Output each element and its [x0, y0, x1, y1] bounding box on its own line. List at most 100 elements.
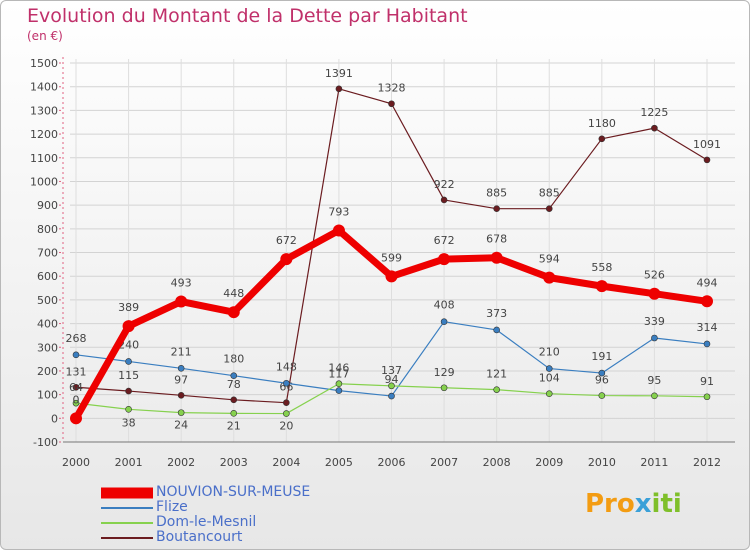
- y-tick-label: 900: [37, 199, 58, 212]
- data-point: [493, 205, 500, 212]
- data-label: 211: [171, 345, 192, 358]
- data-point: [72, 383, 80, 391]
- data-label: 594: [539, 253, 560, 266]
- data-label: 137: [381, 364, 402, 377]
- data-label: 91: [700, 375, 714, 388]
- data-label: 558: [591, 261, 612, 274]
- data-point: [598, 135, 606, 143]
- data-point: [388, 392, 395, 400]
- legend-swatch: [101, 487, 153, 498]
- data-point: [440, 384, 448, 392]
- data-point: [545, 205, 553, 212]
- data-label: 96: [595, 374, 609, 387]
- data-label: 885: [486, 187, 507, 200]
- data-point: [388, 100, 395, 108]
- data-point: [385, 270, 398, 283]
- legend-label: Boutancourt: [156, 529, 243, 545]
- data-label: 129: [434, 366, 455, 379]
- data-label: 1225: [640, 106, 668, 119]
- data-label: 180: [223, 353, 244, 366]
- data-label: 493: [171, 277, 192, 290]
- data-label: 408: [434, 299, 455, 312]
- y-tick-label: -100: [33, 436, 58, 449]
- data-point: [230, 372, 238, 379]
- data-label: 64: [69, 381, 83, 394]
- y-tick-label: 400: [37, 318, 58, 331]
- data-point: [490, 251, 503, 264]
- data-label: 38: [122, 416, 136, 429]
- y-tick-label: 600: [37, 270, 58, 283]
- data-point: [598, 392, 606, 399]
- data-point: [70, 412, 82, 425]
- data-point: [230, 396, 238, 404]
- data-point: [332, 224, 345, 237]
- data-label: 148: [276, 360, 297, 373]
- data-label: 526: [644, 269, 665, 282]
- y-tick-label: 1100: [30, 152, 58, 165]
- data-point: [227, 306, 240, 319]
- data-point: [283, 399, 290, 406]
- unit-label: (en €): [27, 29, 63, 43]
- data-label: 24: [174, 419, 188, 432]
- data-label: 448: [223, 287, 244, 300]
- x-tick-label: 2010: [588, 456, 616, 469]
- y-tick-label: 800: [37, 223, 58, 236]
- data-point: [175, 295, 188, 308]
- x-tick-label: 2007: [430, 456, 458, 469]
- data-label: 97: [174, 373, 188, 386]
- data-point: [595, 280, 608, 293]
- data-label: 339: [644, 315, 665, 328]
- data-point: [701, 295, 713, 308]
- data-label: 117: [328, 368, 349, 381]
- data-point: [283, 379, 290, 387]
- data-point: [177, 365, 185, 372]
- y-tick-label: 100: [37, 389, 58, 402]
- data-label: 885: [539, 187, 560, 200]
- data-point: [230, 410, 238, 417]
- data-point: [703, 156, 711, 164]
- data-label: 373: [486, 307, 507, 320]
- data-label: 1328: [378, 82, 406, 95]
- proxiti-logo: Proxiti: [585, 489, 682, 519]
- x-tick-label: 2011: [640, 456, 668, 469]
- legend-swatch: [101, 536, 153, 539]
- x-tick-label: 2005: [325, 456, 353, 469]
- legend-swatch: [101, 506, 153, 509]
- data-label: 678: [486, 233, 507, 246]
- y-tick-label: 0: [51, 412, 58, 425]
- y-tick-label: 300: [37, 341, 58, 354]
- data-label: 0: [73, 393, 80, 406]
- y-tick-label: 1400: [30, 81, 58, 94]
- y-tick-label: 1000: [30, 175, 58, 188]
- data-point: [703, 393, 711, 401]
- data-label: 922: [434, 178, 455, 191]
- data-label: 1180: [588, 117, 616, 130]
- y-tick-label: 1300: [30, 104, 58, 117]
- data-point: [125, 387, 132, 395]
- data-point: [543, 271, 556, 284]
- data-point: [335, 85, 343, 93]
- data-point: [177, 409, 185, 416]
- data-label: 95: [647, 374, 661, 387]
- data-label: 115: [118, 369, 139, 382]
- y-tick-label: 1500: [30, 57, 58, 70]
- data-label: 21: [227, 419, 241, 432]
- data-label: 20: [279, 420, 293, 433]
- data-point: [438, 253, 451, 266]
- y-tick-label: 1200: [30, 128, 58, 141]
- data-point: [545, 365, 553, 372]
- data-point: [388, 382, 395, 390]
- data-label: 146: [328, 362, 349, 375]
- x-tick-label: 2000: [62, 456, 90, 469]
- y-tick-label: 500: [37, 294, 58, 307]
- data-point: [598, 369, 606, 377]
- data-point: [493, 386, 500, 393]
- data-point: [651, 334, 658, 342]
- data-label: 793: [328, 205, 349, 218]
- x-tick-label: 2002: [167, 456, 195, 469]
- data-point: [283, 410, 290, 417]
- data-point: [125, 406, 132, 413]
- data-point: [493, 326, 500, 334]
- x-tick-label: 2001: [115, 456, 143, 469]
